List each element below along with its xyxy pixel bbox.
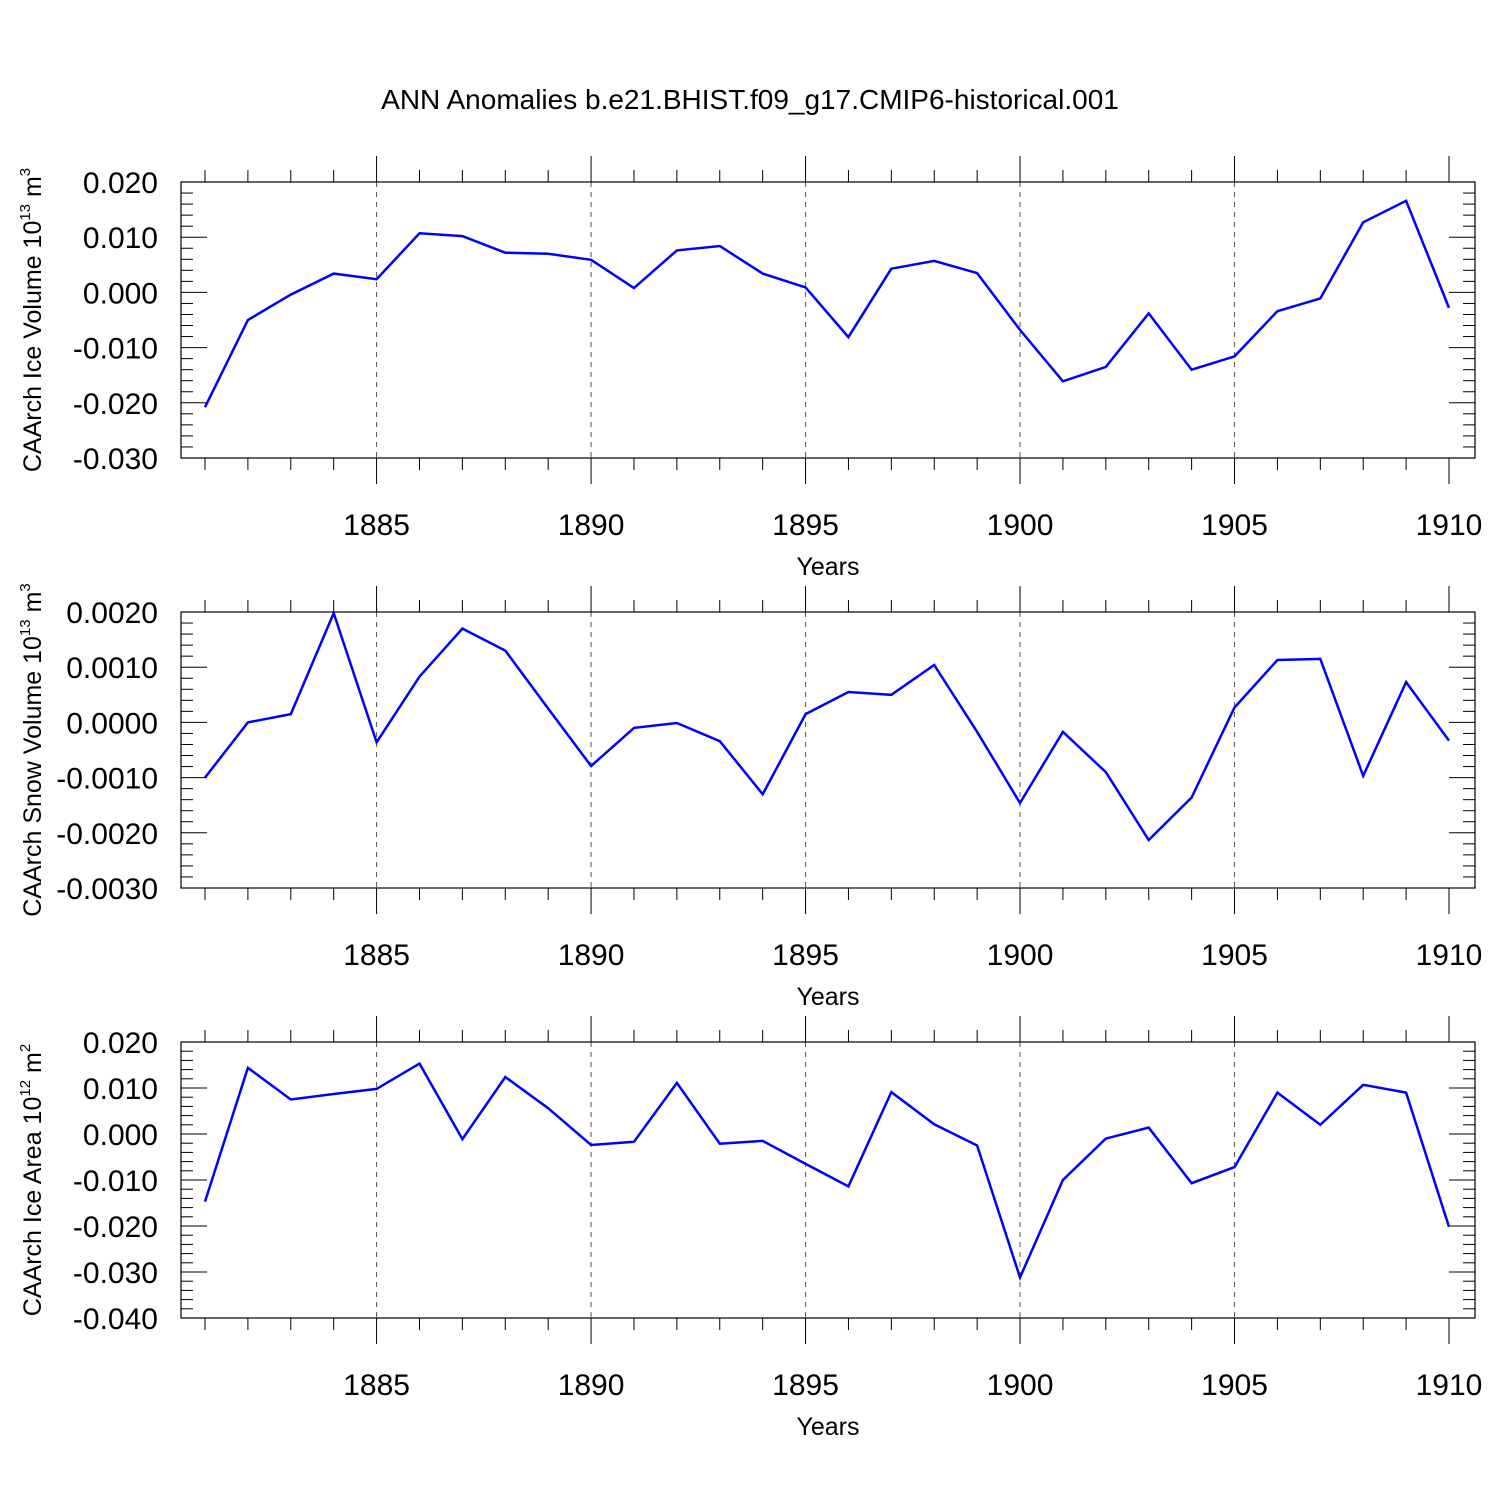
y-tick-label: -0.030 xyxy=(73,1257,158,1290)
x-tick-label: 1900 xyxy=(987,1369,1054,1402)
plot-frame xyxy=(180,181,1476,459)
x-tick-label: 1910 xyxy=(1416,939,1483,972)
x-tick-label: 1895 xyxy=(772,939,839,972)
y-tick-label: -0.010 xyxy=(73,1165,158,1198)
y-tick-label: -0.020 xyxy=(73,388,158,421)
x-tick-label: 1885 xyxy=(343,939,410,972)
y-axis-label: CAArch Snow Volume 1013 m3 xyxy=(17,583,47,917)
x-axis-label: Years xyxy=(796,553,859,581)
y-tick-label: 0.010 xyxy=(83,222,158,255)
chart-panel-3: 1885 1890 1895 1900 1905 1910 0.020 0.010 0.000 -… xyxy=(17,1016,1482,1441)
x-tick-label: 1890 xyxy=(558,1369,625,1402)
y-tick-label: -0.0030 xyxy=(56,873,158,906)
y-tick-label: -0.040 xyxy=(73,1303,158,1336)
x-tick-label: 1905 xyxy=(1201,1369,1268,1402)
y-tick-label: 0.0010 xyxy=(66,652,158,685)
x-tick-label: 1900 xyxy=(987,939,1054,972)
x-tick-label: 1900 xyxy=(987,509,1054,542)
x-tick-label: 1890 xyxy=(558,939,625,972)
y-tick-label: 0.000 xyxy=(83,1119,158,1152)
plot-frame xyxy=(180,1041,1476,1319)
plot-frame xyxy=(180,611,1476,889)
y-tick-label: -0.0010 xyxy=(56,763,158,796)
y-tick-label: 0.000 xyxy=(83,277,158,310)
chart-panel-2: 1885 1890 1895 1900 1905 1910 0.0020 0.0010 0.00… xyxy=(17,583,1482,1011)
x-tick-label: 1885 xyxy=(343,1369,410,1402)
y-tick-label: -0.010 xyxy=(73,333,158,366)
x-tick-label: 1905 xyxy=(1201,939,1268,972)
x-axis-label: Years xyxy=(796,983,859,1011)
y-axis-label: CAArch Ice Area 1012 m2 xyxy=(17,1044,47,1316)
chart-panel-1: 1885 1890 1895 1900 1905 1910 0.020 0.010 0.000 -… xyxy=(17,156,1482,581)
x-tick-label: 1895 xyxy=(772,509,839,542)
y-tick-label: 0.0000 xyxy=(66,707,158,740)
series-line xyxy=(203,1061,1451,1282)
series-line xyxy=(203,199,1451,408)
x-tick-label: 1895 xyxy=(772,1369,839,1402)
x-tick-label: 1890 xyxy=(558,509,625,542)
x-tick-label: 1885 xyxy=(343,509,410,542)
x-tick-label: 1905 xyxy=(1201,509,1268,542)
y-tick-label: 0.0020 xyxy=(66,597,158,630)
series-line xyxy=(204,609,1451,842)
y-tick-label: 0.010 xyxy=(83,1073,158,1106)
figure-title: ANN Anomalies b.e21.BHIST.f09_g17.CMIP6-… xyxy=(381,84,1119,115)
x-tick-label: 1910 xyxy=(1416,509,1483,542)
x-axis-label: Years xyxy=(796,1413,859,1441)
y-tick-label: -0.020 xyxy=(73,1211,158,1244)
x-tick-label: 1910 xyxy=(1416,1369,1483,1402)
y-tick-label: 0.020 xyxy=(83,167,158,200)
y-axis-label: CAArch Ice Volume 1013 m3 xyxy=(17,168,47,472)
y-tick-label: 0.020 xyxy=(83,1027,158,1060)
y-tick-label: -0.030 xyxy=(73,443,158,476)
y-tick-label: -0.0020 xyxy=(56,818,158,851)
